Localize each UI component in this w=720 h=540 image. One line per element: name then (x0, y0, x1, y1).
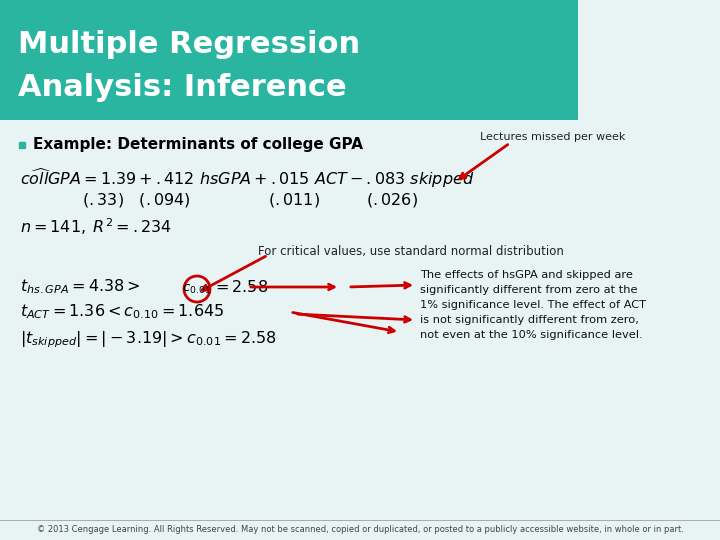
Text: $\quad\quad\quad\quad (.33)\quad (.094)\qquad\qquad\quad (.011)\qquad\quad (.026: $\quad\quad\quad\quad (.33)\quad (.094)\… (20, 191, 418, 209)
Text: $= 2.58$: $= 2.58$ (212, 279, 269, 295)
Text: $|t_{skipped}| = |-3.19| > c_{0.01} = 2.58$: $|t_{skipped}| = |-3.19| > c_{0.01} = 2.… (20, 330, 277, 350)
Text: $c\widehat{oll}GPA = 1.39 + .412\ hsGPA + .015\ ACT - .083\ skipped$: $c\widehat{oll}GPA = 1.39 + .412\ hsGPA … (20, 166, 474, 190)
Text: Lectures missed per week: Lectures missed per week (480, 132, 626, 142)
Text: Multiple Regression: Multiple Regression (18, 30, 360, 59)
Text: $c_{0.01}$: $c_{0.01}$ (182, 282, 212, 295)
Bar (0, 120, 720, 540)
Text: Analysis: Inference: Analysis: Inference (18, 73, 346, 102)
Text: © 2013 Cengage Learning. All Rights Reserved. May not be scanned, copied or dupl: © 2013 Cengage Learning. All Rights Rese… (37, 525, 683, 535)
Text: $n = 141,\; R^2 = .234$: $n = 141,\; R^2 = .234$ (20, 217, 172, 238)
Text: The effects of hsGPA and skipped are
significantly different from zero at the
1%: The effects of hsGPA and skipped are sig… (420, 271, 646, 340)
Text: $t_{ACT} = 1.36 < c_{0.10} = 1.645$: $t_{ACT} = 1.36 < c_{0.10} = 1.645$ (20, 302, 224, 321)
Text: $t_{hs.GPA} = 4.38 >$: $t_{hs.GPA} = 4.38 >$ (20, 278, 140, 296)
Text: For critical values, use standard normal distribution: For critical values, use standard normal… (258, 245, 564, 258)
Text: Example: Determinants of college GPA: Example: Determinants of college GPA (33, 138, 363, 152)
Bar (0, 0, 578, 120)
